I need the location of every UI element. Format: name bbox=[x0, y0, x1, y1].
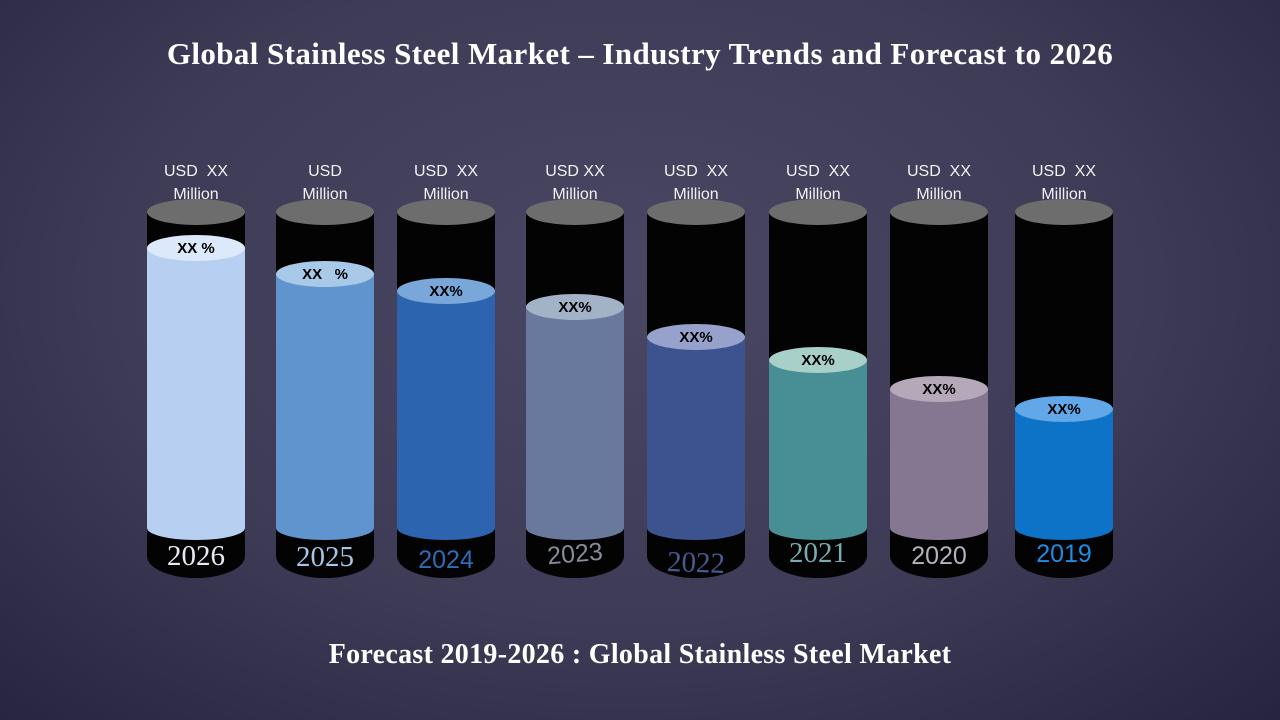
fill-top-ellipse: XX % bbox=[276, 261, 374, 287]
year-label: 2022 bbox=[666, 545, 726, 581]
cylinder-fill bbox=[647, 337, 745, 540]
value-label: USD XX Million bbox=[545, 163, 605, 203]
page-title: Global Stainless Steel Market – Industry… bbox=[166, 36, 1114, 71]
cylinder-top-cap bbox=[890, 199, 988, 225]
percent-label: XX% bbox=[429, 282, 463, 300]
fill-top-ellipse: XX% bbox=[526, 294, 624, 320]
cylinder-bottom-cap bbox=[647, 534, 745, 578]
cylinder-bar-2026: USD XX Million XX % 2026 bbox=[131, 0, 261, 620]
cylinder-fill bbox=[276, 274, 374, 540]
cylinder-bar-2025: USD Million XX % 2025 bbox=[260, 0, 390, 620]
fill-top-ellipse: XX% bbox=[397, 278, 495, 304]
cylinder-fill bbox=[526, 307, 624, 540]
year-label: 2021 bbox=[789, 537, 847, 569]
cylinder-bar-2023: USD XX Million XX% 2023 bbox=[510, 0, 640, 620]
value-label: USD XX Million bbox=[663, 163, 728, 203]
cylinder-top-cap bbox=[647, 199, 745, 225]
cylinder-fill bbox=[1015, 409, 1113, 540]
cylinder-bottom-cap bbox=[526, 534, 624, 578]
year-label: 2025 bbox=[296, 541, 354, 573]
cylinder-fill bbox=[890, 389, 988, 540]
percent-label: XX % bbox=[302, 265, 348, 283]
fill-top-ellipse: XX% bbox=[890, 376, 988, 402]
percent-label: XX% bbox=[922, 380, 956, 398]
chart-caption: Forecast 2019-2026 : Global Stainless St… bbox=[328, 639, 952, 670]
cylinder-top-cap bbox=[1015, 199, 1113, 225]
cylinder-top-cap bbox=[769, 199, 867, 225]
cylinder-fill bbox=[147, 248, 245, 540]
cylinder-top-cap bbox=[276, 199, 374, 225]
cylinder-fill bbox=[769, 360, 867, 540]
cylinder-bottom-cap bbox=[397, 534, 495, 578]
percent-label: XX% bbox=[1047, 400, 1081, 418]
fill-top-ellipse: XX% bbox=[769, 347, 867, 373]
percent-label: XX % bbox=[177, 239, 215, 257]
cylinder-bottom-cap bbox=[1015, 534, 1113, 578]
cylinder-bar-2019: USD XX Million XX% 2019 bbox=[999, 0, 1129, 620]
value-label: USD Million bbox=[302, 163, 348, 203]
year-label: 2019 bbox=[1036, 540, 1092, 568]
cylinder-bottom-cap bbox=[276, 534, 374, 578]
fill-top-ellipse: XX% bbox=[647, 324, 745, 350]
value-label: USD XX Million bbox=[906, 163, 971, 203]
cylinder-bottom-cap bbox=[769, 534, 867, 578]
value-label: USD XX Million bbox=[1031, 163, 1096, 203]
year-label: 2026 bbox=[167, 540, 225, 572]
percent-label: XX% bbox=[801, 351, 835, 369]
value-label: USD XX Million bbox=[413, 163, 478, 203]
cylinder-top-cap bbox=[397, 199, 495, 225]
percent-label: XX% bbox=[679, 328, 713, 346]
value-label: USD XX Million bbox=[785, 163, 850, 203]
percent-label: XX% bbox=[558, 298, 592, 316]
fill-top-ellipse: XX % bbox=[147, 235, 245, 261]
cylinder-top-cap bbox=[147, 199, 245, 225]
cylinder-top-cap bbox=[526, 199, 624, 225]
cylinder-bar-2022: USD XX Million XX% 2022 bbox=[631, 0, 761, 620]
cylinder-bar-2021: USD XX Million XX% 2021 bbox=[753, 0, 883, 620]
year-label: 2024 bbox=[418, 546, 474, 574]
value-label: USD XX Million bbox=[163, 163, 228, 203]
year-label: 2020 bbox=[911, 542, 967, 570]
cylinder-bar-2024: USD XX Million XX% 2024 bbox=[381, 0, 511, 620]
fill-top-ellipse: XX% bbox=[1015, 396, 1113, 422]
cylinder-bar-2020: USD XX Million XX% 2020 bbox=[874, 0, 1004, 620]
cylinder-bottom-cap bbox=[890, 534, 988, 578]
cylinder-fill bbox=[397, 291, 495, 540]
cylinder-bottom-cap bbox=[147, 534, 245, 578]
